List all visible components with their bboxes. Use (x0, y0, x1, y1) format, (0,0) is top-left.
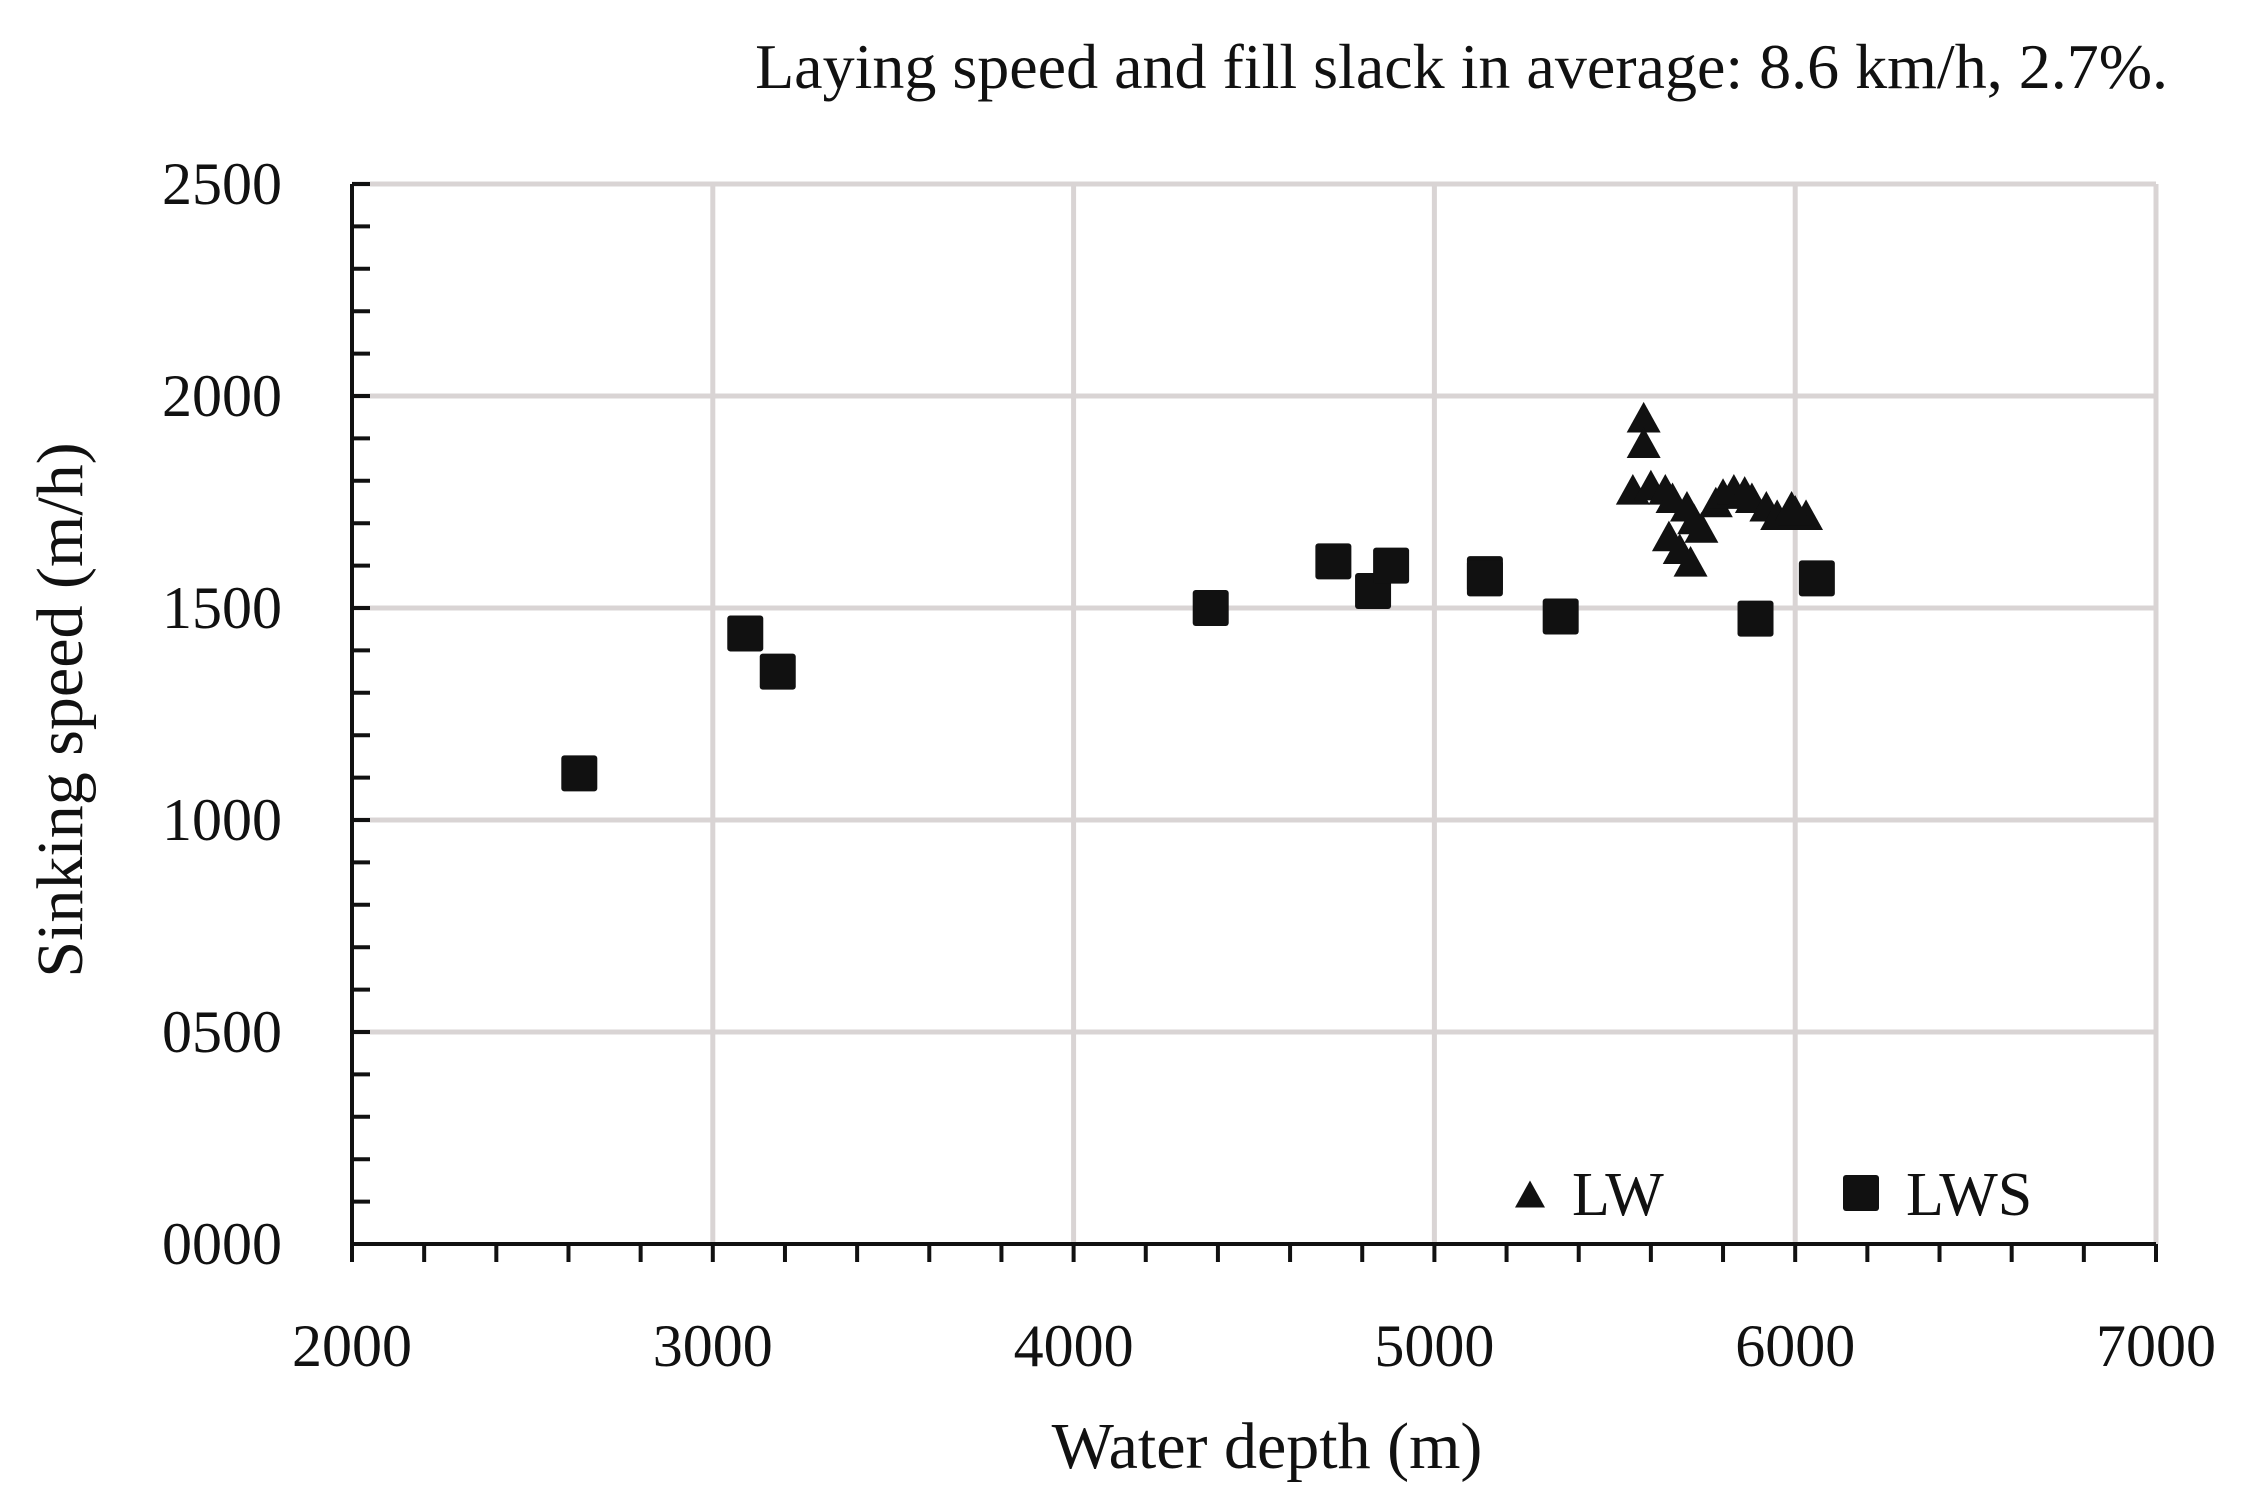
legend-label-lws: LWS (1906, 1161, 2032, 1229)
data-point-lws (1542, 598, 1579, 635)
x-tick-label: 7000 (2096, 1313, 2216, 1379)
data-point-lws (1466, 560, 1503, 597)
x-tick-label: 5000 (1374, 1313, 1494, 1379)
x-tick-label: 2000 (292, 1313, 412, 1379)
axes (350, 182, 2158, 1262)
chart-title: Laying speed and fill slack in average: … (755, 31, 2168, 102)
y-tick-label: 0000 (162, 1211, 282, 1277)
data-point-lw (1626, 401, 1661, 433)
data-point-lws (1192, 590, 1229, 626)
data-point-lws (1373, 547, 1410, 584)
y-tick-label: 2000 (162, 363, 282, 429)
data-point-lws (1798, 560, 1835, 597)
data-point-lws (1737, 600, 1774, 637)
data-point-lws (1315, 543, 1352, 580)
data-points (561, 401, 1835, 792)
legend-label-lw: LW (1572, 1161, 1664, 1229)
data-point-lw (1626, 427, 1661, 458)
data-point-lws (727, 615, 764, 652)
y-tick-label: 0500 (162, 999, 282, 1065)
data-point-lw (1673, 546, 1708, 577)
x-axis-label: Water depth (m) (1052, 1410, 1483, 1483)
x-tick-label: 3000 (653, 1313, 773, 1379)
y-tick-label: 2500 (162, 151, 282, 217)
data-point-lws (561, 755, 598, 792)
legend: LW LWS (1515, 1161, 2032, 1229)
tick-labels: 2000 3000 4000 5000 6000 7000 0000 0500 1000 1500… (162, 151, 2216, 1379)
grid (352, 181, 2159, 1244)
data-point-lw (1684, 512, 1719, 543)
legend-marker-lws (1843, 1175, 1879, 1211)
y-axis-label: Sinking speed (m/h) (24, 442, 97, 977)
y-tick-label: 1000 (162, 787, 282, 853)
data-point-lws (759, 653, 796, 690)
x-tick-label: 6000 (1735, 1313, 1855, 1379)
data-point-lw (1778, 495, 1813, 526)
x-tick-label: 4000 (1014, 1313, 1134, 1379)
legend-marker-lw (1515, 1180, 1545, 1208)
y-tick-label: 1500 (162, 575, 282, 641)
